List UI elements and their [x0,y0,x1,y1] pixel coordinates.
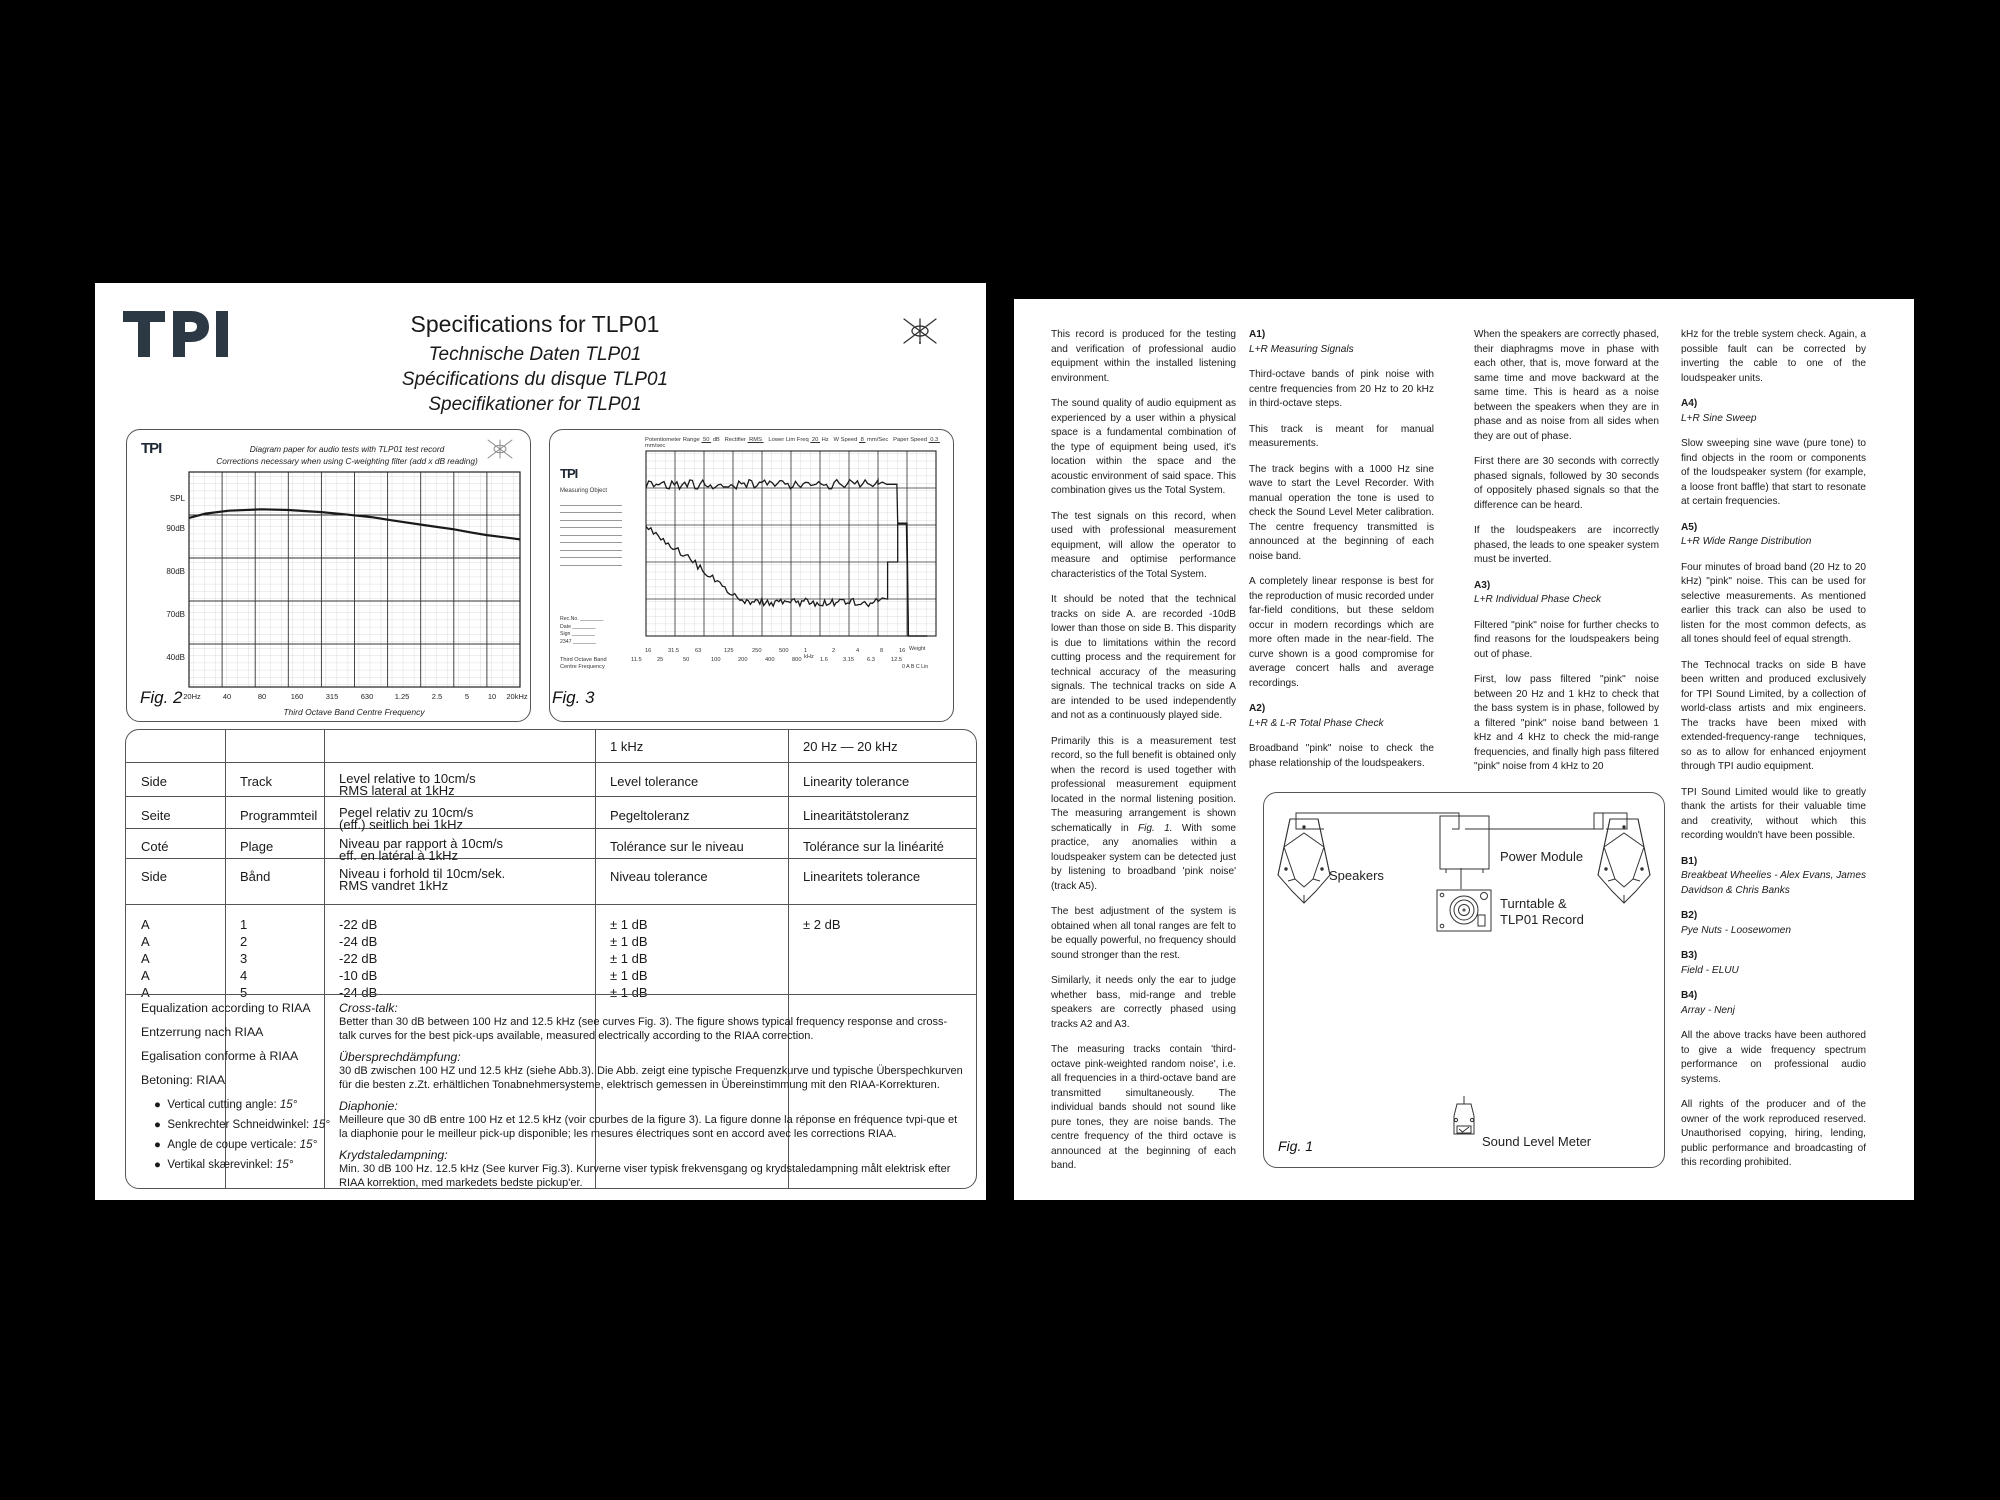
svg-text:Power Module: Power Module [1500,849,1583,864]
svg-text:10: 10 [488,692,496,701]
svg-text:SPL: SPL [170,494,186,503]
svg-text:20kHz: 20kHz [506,692,528,701]
svg-text:2.5: 2.5 [432,692,442,701]
svg-text:5: 5 [465,692,469,701]
svg-text:Speakers: Speakers [1329,868,1384,883]
svg-text:Third Octave Band Centre Frequ: Third Octave Band Centre Frequency [283,707,425,717]
svg-text:630: 630 [361,692,374,701]
svg-text:80: 80 [258,692,266,701]
svg-text:1.25: 1.25 [395,692,410,701]
svg-text:40: 40 [223,692,231,701]
svg-text:Turntable &: Turntable & [1500,896,1567,911]
svg-text:160: 160 [291,692,304,701]
svg-text:Sound Level Meter: Sound Level Meter [1482,1134,1592,1149]
svg-text:20Hz: 20Hz [183,692,201,701]
svg-text:90dB: 90dB [166,524,185,533]
svg-text:TLP01 Record: TLP01 Record [1500,912,1584,927]
svg-text:80dB: 80dB [166,567,185,576]
svg-text:40dB: 40dB [166,653,185,662]
svg-text:70dB: 70dB [166,610,185,619]
svg-text:315: 315 [326,692,339,701]
